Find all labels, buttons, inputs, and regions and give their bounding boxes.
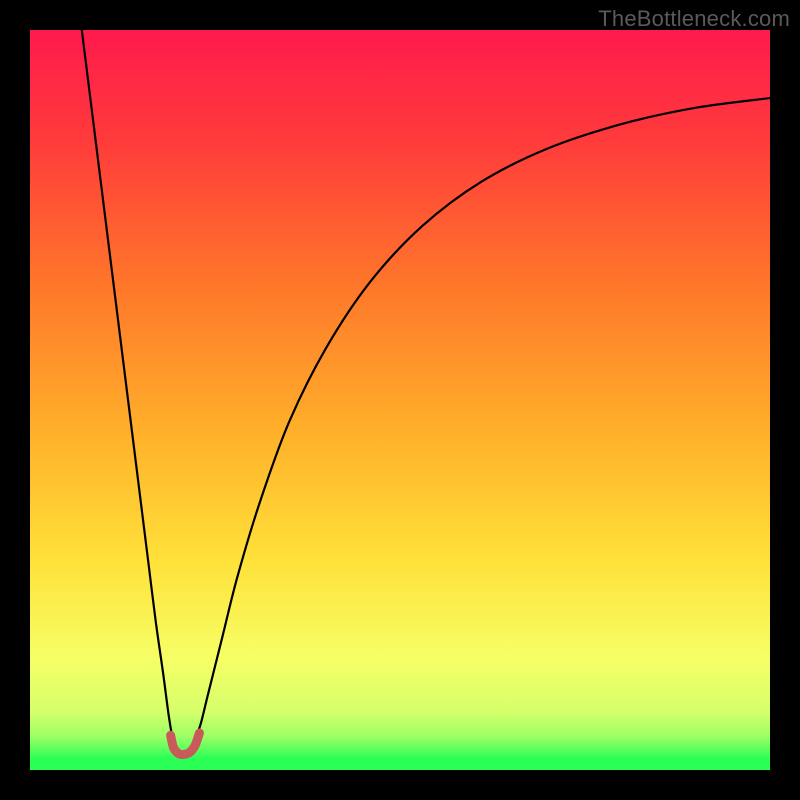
chart-root: TheBottleneck.com — [0, 0, 800, 800]
bottleneck-curve-plot — [0, 0, 800, 800]
plot-background — [30, 30, 770, 770]
